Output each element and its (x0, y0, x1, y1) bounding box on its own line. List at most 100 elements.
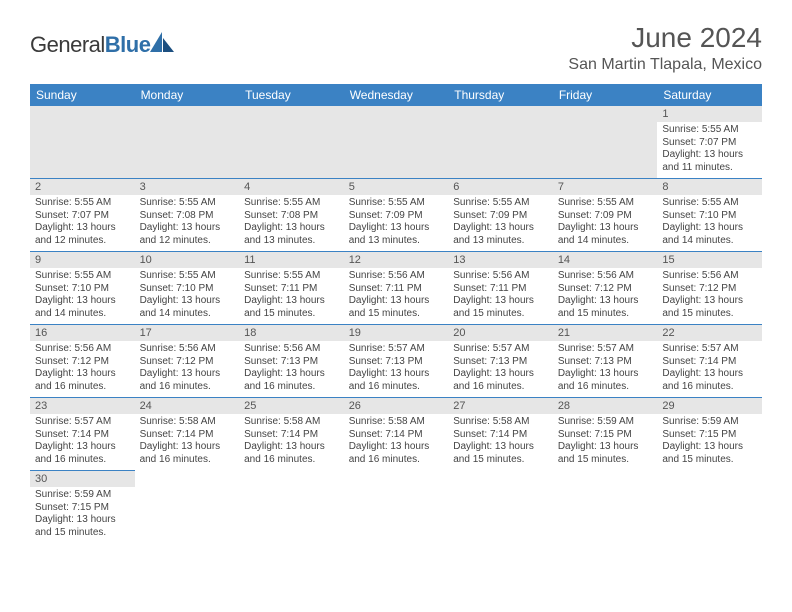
location-subtitle: San Martin Tlapala, Mexico (568, 56, 762, 74)
daylight-text: Daylight: 13 hours and 12 minutes. (35, 222, 130, 247)
sunset-text: Sunset: 7:13 PM (349, 356, 444, 369)
daylight-text: Daylight: 13 hours and 16 minutes. (140, 368, 235, 393)
sunrise-text: Sunrise: 5:55 AM (662, 124, 757, 137)
sunset-text: Sunset: 7:14 PM (662, 356, 757, 369)
sunrise-text: Sunrise: 5:57 AM (662, 343, 757, 356)
page-header: GeneralBlue June 2024 San Martin Tlapala… (30, 22, 762, 74)
sunrise-text: Sunrise: 5:56 AM (35, 343, 130, 356)
daylight-text: Daylight: 13 hours and 14 minutes. (35, 295, 130, 320)
day-content: Sunrise: 5:59 AMSunset: 7:15 PMDaylight:… (30, 487, 135, 543)
day-content: Sunrise: 5:57 AMSunset: 7:14 PMDaylight:… (30, 414, 135, 470)
day-number: 20 (448, 325, 553, 341)
sunrise-text: Sunrise: 5:56 AM (453, 270, 548, 283)
day-content: Sunrise: 5:59 AMSunset: 7:15 PMDaylight:… (657, 414, 762, 470)
daylight-text: Daylight: 13 hours and 14 minutes. (558, 222, 653, 247)
calendar-table: Sunday Monday Tuesday Wednesday Thursday… (30, 84, 762, 543)
sunrise-text: Sunrise: 5:59 AM (35, 489, 130, 502)
calendar-cell: 18Sunrise: 5:56 AMSunset: 7:13 PMDayligh… (239, 325, 344, 398)
title-block: June 2024 San Martin Tlapala, Mexico (568, 22, 762, 74)
calendar-cell (30, 106, 135, 179)
day-content: Sunrise: 5:58 AMSunset: 7:14 PMDaylight:… (239, 414, 344, 470)
calendar-cell: 1Sunrise: 5:55 AMSunset: 7:07 PMDaylight… (657, 106, 762, 179)
calendar-cell: 30Sunrise: 5:59 AMSunset: 7:15 PMDayligh… (30, 471, 135, 544)
sunset-text: Sunset: 7:08 PM (244, 210, 339, 223)
day-number: 3 (135, 179, 240, 195)
calendar-cell: 23Sunrise: 5:57 AMSunset: 7:14 PMDayligh… (30, 398, 135, 471)
sunset-text: Sunset: 7:10 PM (35, 283, 130, 296)
day-content: Sunrise: 5:57 AMSunset: 7:13 PMDaylight:… (553, 341, 658, 397)
day-content: Sunrise: 5:55 AMSunset: 7:08 PMDaylight:… (135, 195, 240, 251)
calendar-cell: 4Sunrise: 5:55 AMSunset: 7:08 PMDaylight… (239, 179, 344, 252)
calendar-cell: 9Sunrise: 5:55 AMSunset: 7:10 PMDaylight… (30, 252, 135, 325)
calendar-cell: 21Sunrise: 5:57 AMSunset: 7:13 PMDayligh… (553, 325, 658, 398)
calendar-cell: 19Sunrise: 5:57 AMSunset: 7:13 PMDayligh… (344, 325, 449, 398)
calendar-cell (448, 471, 553, 544)
day-content: Sunrise: 5:55 AMSunset: 7:10 PMDaylight:… (657, 195, 762, 251)
day-content: Sunrise: 5:55 AMSunset: 7:09 PMDaylight:… (553, 195, 658, 251)
sunrise-text: Sunrise: 5:59 AM (558, 416, 653, 429)
daylight-text: Daylight: 13 hours and 11 minutes. (662, 149, 757, 174)
calendar-row: 30Sunrise: 5:59 AMSunset: 7:15 PMDayligh… (30, 471, 762, 544)
sunset-text: Sunset: 7:14 PM (35, 429, 130, 442)
day-number: 1 (657, 106, 762, 122)
daylight-text: Daylight: 13 hours and 13 minutes. (453, 222, 548, 247)
day-content: Sunrise: 5:57 AMSunset: 7:13 PMDaylight:… (344, 341, 449, 397)
sunrise-text: Sunrise: 5:55 AM (244, 270, 339, 283)
daylight-text: Daylight: 13 hours and 16 minutes. (453, 368, 548, 393)
dayname-mon: Monday (135, 84, 240, 106)
calendar-row: 2Sunrise: 5:55 AMSunset: 7:07 PMDaylight… (30, 179, 762, 252)
day-number: 19 (344, 325, 449, 341)
sunrise-text: Sunrise: 5:58 AM (244, 416, 339, 429)
sunset-text: Sunset: 7:08 PM (140, 210, 235, 223)
sunrise-text: Sunrise: 5:55 AM (35, 270, 130, 283)
daylight-text: Daylight: 13 hours and 15 minutes. (453, 441, 548, 466)
calendar-cell (239, 106, 344, 179)
sunset-text: Sunset: 7:11 PM (349, 283, 444, 296)
sunrise-text: Sunrise: 5:58 AM (140, 416, 235, 429)
sunrise-text: Sunrise: 5:56 AM (349, 270, 444, 283)
day-number: 8 (657, 179, 762, 195)
day-content: Sunrise: 5:58 AMSunset: 7:14 PMDaylight:… (135, 414, 240, 470)
daylight-text: Daylight: 13 hours and 16 minutes. (35, 441, 130, 466)
sunset-text: Sunset: 7:13 PM (558, 356, 653, 369)
daylight-text: Daylight: 13 hours and 15 minutes. (662, 295, 757, 320)
daylight-text: Daylight: 13 hours and 15 minutes. (558, 295, 653, 320)
day-number: 12 (344, 252, 449, 268)
sunrise-text: Sunrise: 5:57 AM (453, 343, 548, 356)
daylight-text: Daylight: 13 hours and 15 minutes. (349, 295, 444, 320)
calendar-row: 16Sunrise: 5:56 AMSunset: 7:12 PMDayligh… (30, 325, 762, 398)
day-content: Sunrise: 5:57 AMSunset: 7:14 PMDaylight:… (657, 341, 762, 397)
calendar-cell: 3Sunrise: 5:55 AMSunset: 7:08 PMDaylight… (135, 179, 240, 252)
sunrise-text: Sunrise: 5:56 AM (662, 270, 757, 283)
day-content: Sunrise: 5:56 AMSunset: 7:12 PMDaylight:… (657, 268, 762, 324)
sunset-text: Sunset: 7:13 PM (244, 356, 339, 369)
sunset-text: Sunset: 7:14 PM (453, 429, 548, 442)
calendar-cell: 24Sunrise: 5:58 AMSunset: 7:14 PMDayligh… (135, 398, 240, 471)
daylight-text: Daylight: 13 hours and 13 minutes. (244, 222, 339, 247)
calendar-cell: 11Sunrise: 5:55 AMSunset: 7:11 PMDayligh… (239, 252, 344, 325)
calendar-cell: 29Sunrise: 5:59 AMSunset: 7:15 PMDayligh… (657, 398, 762, 471)
sail-icon (150, 32, 176, 52)
day-number: 30 (30, 471, 135, 487)
sunset-text: Sunset: 7:07 PM (35, 210, 130, 223)
daylight-text: Daylight: 13 hours and 16 minutes. (662, 368, 757, 393)
day-content: Sunrise: 5:56 AMSunset: 7:12 PMDaylight:… (135, 341, 240, 397)
sunrise-text: Sunrise: 5:55 AM (349, 197, 444, 210)
calendar-cell: 28Sunrise: 5:59 AMSunset: 7:15 PMDayligh… (553, 398, 658, 471)
brand-blue: Blue (105, 32, 151, 57)
calendar-cell (553, 471, 658, 544)
sunset-text: Sunset: 7:09 PM (558, 210, 653, 223)
sunset-text: Sunset: 7:11 PM (453, 283, 548, 296)
day-content: Sunrise: 5:55 AMSunset: 7:09 PMDaylight:… (448, 195, 553, 251)
day-number: 22 (657, 325, 762, 341)
calendar-cell: 25Sunrise: 5:58 AMSunset: 7:14 PMDayligh… (239, 398, 344, 471)
day-content: Sunrise: 5:56 AMSunset: 7:12 PMDaylight:… (553, 268, 658, 324)
sunset-text: Sunset: 7:15 PM (558, 429, 653, 442)
daylight-text: Daylight: 13 hours and 15 minutes. (453, 295, 548, 320)
day-content: Sunrise: 5:55 AMSunset: 7:09 PMDaylight:… (344, 195, 449, 251)
sunrise-text: Sunrise: 5:58 AM (349, 416, 444, 429)
calendar-cell: 27Sunrise: 5:58 AMSunset: 7:14 PMDayligh… (448, 398, 553, 471)
sunrise-text: Sunrise: 5:58 AM (453, 416, 548, 429)
day-content: Sunrise: 5:56 AMSunset: 7:12 PMDaylight:… (30, 341, 135, 397)
calendar-cell: 17Sunrise: 5:56 AMSunset: 7:12 PMDayligh… (135, 325, 240, 398)
